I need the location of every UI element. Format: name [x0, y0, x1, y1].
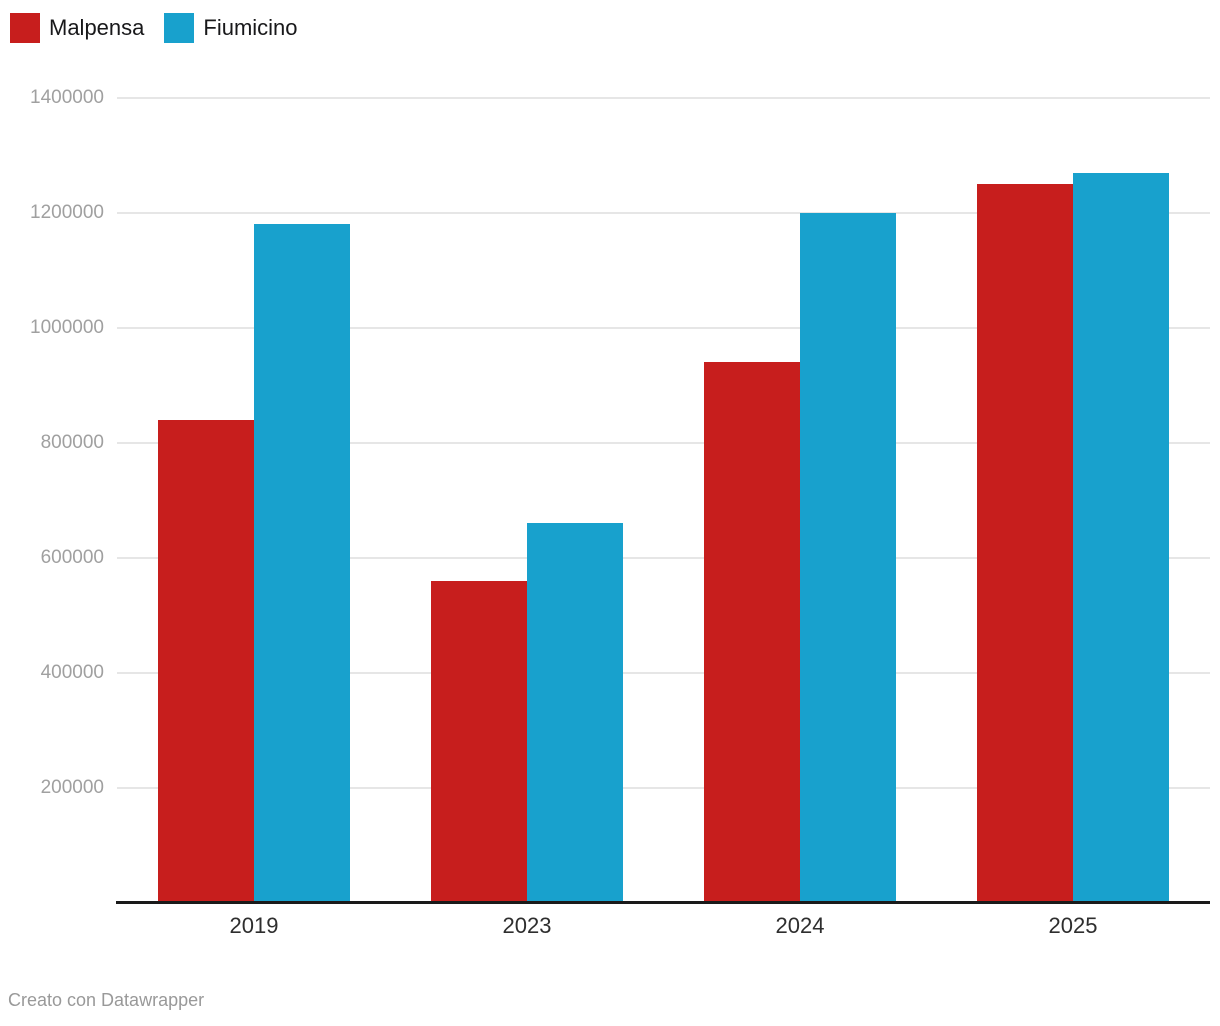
gridline-200000	[117, 787, 1210, 789]
y-tick-label-400000: 400000	[40, 662, 104, 683]
bar-malpensa-2024[interactable]	[704, 362, 800, 903]
legend-item-malpensa: Malpensa	[10, 13, 144, 43]
gridline-1200000	[117, 212, 1210, 214]
gridline-600000	[117, 557, 1210, 559]
x-tick-label-2023: 2023	[502, 913, 552, 938]
legend: Malpensa Fiumicino	[10, 13, 298, 43]
gridline-400000	[117, 672, 1210, 674]
bar-fiumicino-2025[interactable]	[1073, 173, 1169, 903]
attribution-link[interactable]: Creato con Datawrapper	[8, 990, 205, 1010]
legend-item-fiumicino: Fiumicino	[164, 13, 298, 43]
y-tick-label-800000: 800000	[40, 432, 104, 453]
y-tick-label-1400000: 1400000	[30, 87, 104, 108]
gridline-1000000	[117, 327, 1210, 329]
bar-fiumicino-2023[interactable]	[527, 523, 623, 903]
gridline-1400000	[117, 97, 1210, 99]
x-tick-label-2025: 2025	[1048, 913, 1098, 938]
x-axis-line	[116, 901, 1210, 904]
legend-swatch-fiumicino	[164, 13, 195, 43]
y-tick-label-1200000: 1200000	[30, 202, 104, 223]
legend-label-fiumicino: Fiumicino	[203, 15, 298, 40]
legend-label-malpensa: Malpensa	[49, 15, 145, 40]
bar-malpensa-2025[interactable]	[977, 184, 1073, 903]
plot-area	[116, 97, 1210, 904]
bar-fiumicino-2019[interactable]	[254, 224, 350, 903]
legend-swatch-malpensa	[10, 13, 40, 43]
y-tick-label-600000: 600000	[40, 547, 104, 568]
y-tick-label-200000: 200000	[40, 777, 104, 798]
x-tick-label-2024: 2024	[775, 913, 825, 938]
gridline-800000	[117, 442, 1210, 444]
bar-fiumicino-2024[interactable]	[800, 213, 896, 903]
bar-malpensa-2019[interactable]	[158, 420, 254, 903]
y-tick-label-1000000: 1000000	[30, 317, 104, 338]
x-tick-label-2019: 2019	[229, 913, 279, 938]
bar-malpensa-2023[interactable]	[431, 581, 527, 903]
